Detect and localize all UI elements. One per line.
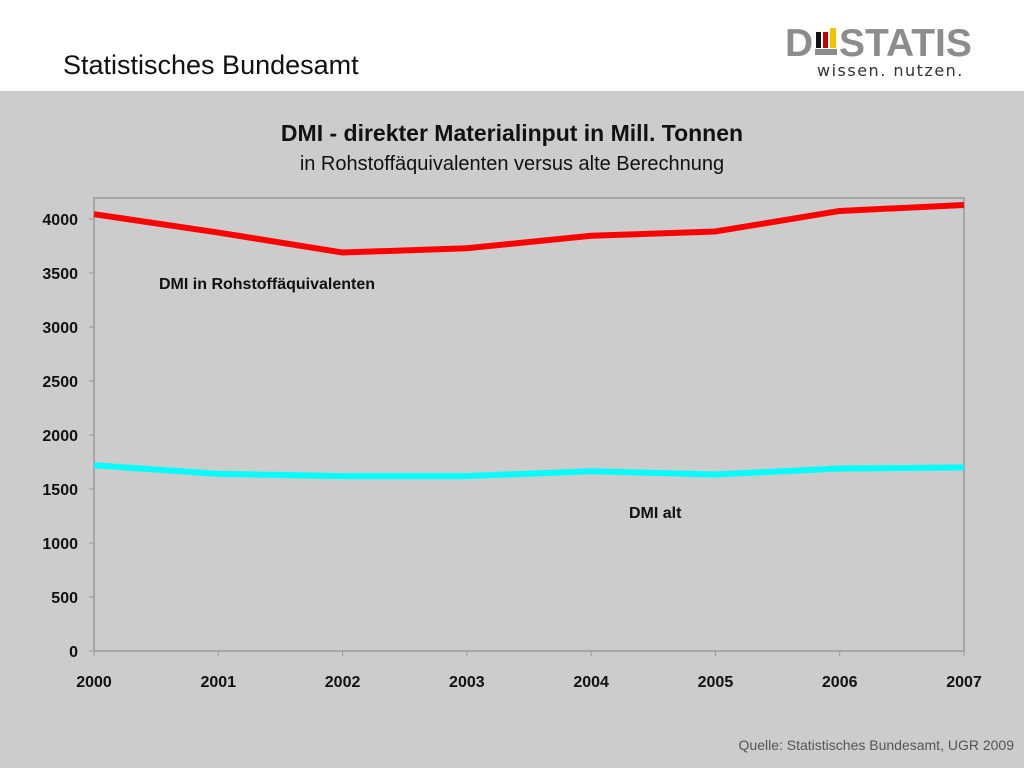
x-tick-label: 2004 (573, 674, 609, 691)
header: Statistisches Bundesamt D STATIS wissen.… (0, 0, 1024, 91)
x-tick-label: 2005 (698, 674, 734, 691)
plot-area (93, 197, 965, 652)
y-tick-label: 2500 (42, 374, 78, 391)
y-tick-label: 3500 (42, 266, 78, 283)
y-tick-label: 1000 (42, 536, 78, 553)
series-label-1: DMI alt (629, 505, 682, 522)
flag-black-bar (816, 32, 821, 48)
chart-title: DMI - direkter Materialinput in Mill. To… (280, 120, 744, 146)
y-tick-label: 3000 (42, 320, 78, 337)
x-tick-label: 2006 (822, 674, 858, 691)
page-title: Statistisches Bundesamt (63, 50, 359, 80)
flag-red-bar (823, 32, 828, 48)
content-panel (0, 91, 1024, 768)
x-tick-label: 2007 (946, 674, 982, 691)
chart-subtitle: in Rohstoffäquivalenten versus alte Bere… (299, 153, 725, 175)
destatis-logo: D STATIS wissen. nutzen. (785, 22, 1005, 82)
y-tick-label: 1500 (42, 482, 78, 499)
y-tick-label: 4000 (42, 212, 78, 229)
series-line-1 (93, 462, 965, 480)
y-tick-label: 2000 (42, 428, 78, 445)
series-line-0 (93, 202, 965, 256)
x-tick-label: 2000 (76, 674, 112, 691)
series-label-0: DMI in Rohstoffäquivalenten (159, 276, 375, 293)
y-tick-label: 0 (69, 644, 78, 661)
svg-text:D: D (785, 22, 813, 65)
y-tick-label: 500 (51, 590, 78, 607)
x-tick-label: 2003 (449, 674, 485, 691)
svg-text:STATIS: STATIS (839, 22, 972, 65)
source-note: Quelle: Statistisches Bundesamt, UGR 200… (738, 737, 1014, 753)
x-tick-label: 2002 (325, 674, 361, 691)
logo-mark: D STATIS wissen. nutzen. (785, 22, 972, 80)
logo-slogan: wissen. nutzen. (817, 61, 964, 80)
flag-gold-bar (830, 28, 836, 48)
x-tick-label: 2001 (200, 674, 236, 691)
